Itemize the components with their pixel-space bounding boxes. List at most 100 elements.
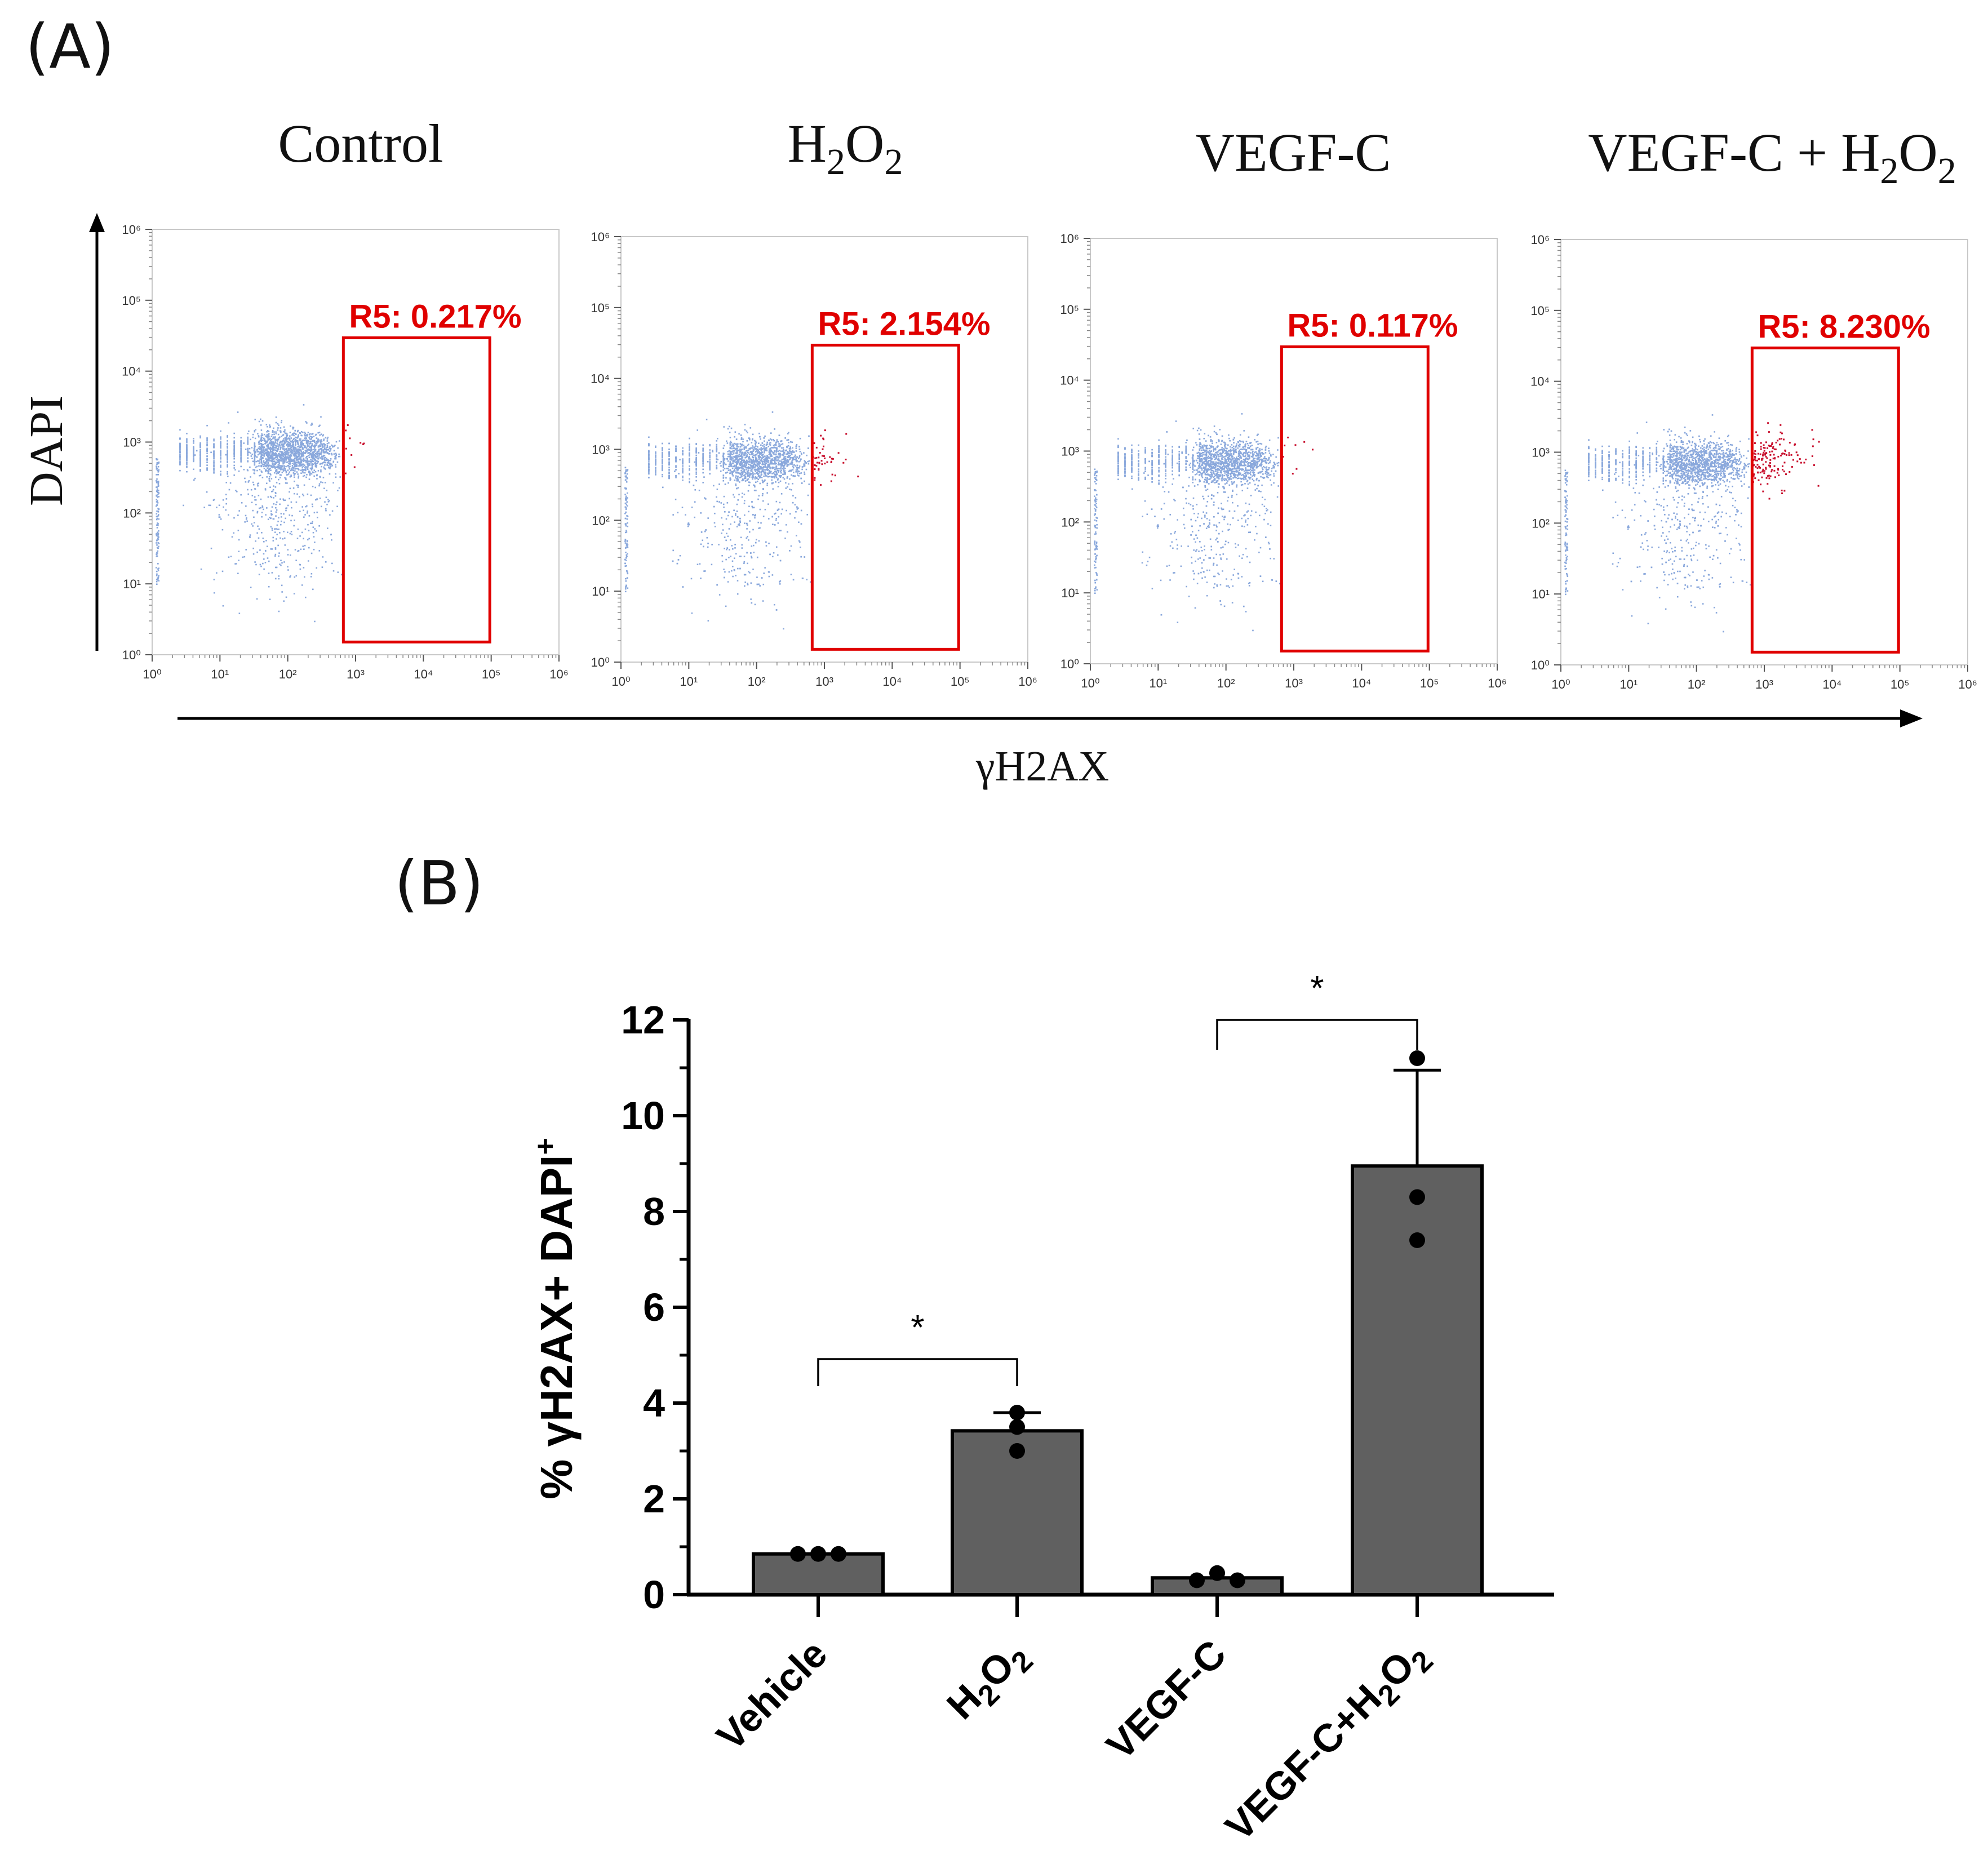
cell-dot (288, 456, 290, 458)
cell-dot (254, 449, 256, 451)
cell-dot (797, 458, 800, 460)
cell-dot (220, 471, 221, 473)
cell-dot (267, 557, 269, 559)
cell-dot (729, 432, 731, 433)
cell-dot (240, 461, 242, 463)
cell-dot (310, 438, 312, 441)
cell-dot (307, 460, 308, 463)
cell-dot (298, 475, 300, 477)
cell-dot (186, 471, 188, 473)
cell-dot (278, 460, 281, 462)
cell-dot (722, 467, 725, 468)
cell-dot (269, 467, 271, 469)
cell-dot (272, 460, 274, 463)
cell-dot (227, 440, 228, 442)
cell-dot (297, 528, 299, 530)
cell-dot (261, 506, 264, 508)
cell-dot (309, 462, 311, 464)
cell-dot (287, 453, 289, 455)
cell-dot (738, 454, 740, 456)
cell-dot (293, 438, 295, 440)
cell-dot (278, 529, 279, 530)
cell-dot (689, 449, 690, 451)
cell-dot (702, 468, 704, 471)
cell-dot (247, 449, 249, 451)
cell-dot (268, 434, 270, 436)
cell-dot (625, 477, 627, 479)
cell-dot (285, 472, 287, 474)
cell-dot (741, 547, 743, 549)
cell-dot (314, 445, 316, 447)
cell-dot (729, 549, 730, 551)
cell-dot (734, 543, 736, 545)
gated-cell-dot (349, 437, 351, 440)
cell-dot (206, 437, 208, 439)
cell-dot (260, 450, 263, 452)
title-vegfc-h2o2-h: H (1841, 122, 1880, 183)
cell-dot (790, 574, 792, 575)
cell-dot (725, 558, 727, 561)
cell-dot (763, 443, 765, 446)
cell-dot (312, 486, 314, 487)
cell-dot (264, 461, 266, 464)
cell-dot (771, 479, 773, 481)
cell-dot (655, 473, 656, 475)
cell-dot (275, 515, 277, 517)
cell-dot (267, 458, 269, 459)
cell-dot (774, 468, 776, 471)
cell-dot (307, 446, 308, 448)
cell-dot (750, 461, 752, 463)
cell-dot (281, 465, 283, 467)
cell-dot (749, 454, 751, 456)
cell-dot (269, 598, 271, 601)
cell-dot (806, 579, 808, 580)
cell-dot (157, 570, 159, 571)
x-tick-label: 10³ (347, 667, 365, 681)
cell-dot (295, 461, 296, 464)
cell-dot (788, 441, 789, 443)
cell-dot (320, 448, 322, 450)
gated-cell-dot (344, 472, 347, 474)
cell-dot (312, 458, 314, 460)
cell-dot (755, 443, 757, 446)
cell-dot (238, 470, 240, 472)
cell-dot (655, 471, 656, 473)
cell-dot (303, 469, 305, 471)
cell-dot (703, 545, 704, 548)
cell-dot (186, 442, 188, 444)
cell-dot (766, 482, 769, 485)
cell-dot (250, 455, 252, 457)
cell-dot (775, 447, 777, 449)
cell-dot (275, 421, 277, 424)
cell-dot (269, 458, 272, 459)
cell-dot (765, 472, 767, 474)
cell-dot (278, 465, 280, 467)
cell-dot (264, 449, 266, 450)
cell-dot (308, 471, 310, 473)
cell-dot (786, 446, 788, 449)
cell-dot (306, 505, 308, 507)
cell-dot (240, 460, 242, 462)
cell-dot (272, 540, 274, 542)
cell-dot (624, 540, 626, 542)
cell-dot (689, 465, 690, 467)
cell-dot (286, 433, 288, 435)
cell-dot (277, 460, 279, 462)
cell-dot (227, 458, 228, 460)
cell-dot (285, 453, 287, 455)
cell-dot (777, 456, 779, 458)
cell-dot (780, 469, 782, 471)
cell-dot (780, 461, 783, 463)
cell-dot (261, 505, 263, 507)
cell-dot (748, 485, 750, 486)
cell-dot (624, 586, 627, 588)
cell-dot (331, 444, 332, 446)
cell-dot (801, 468, 803, 471)
cell-dot (786, 463, 787, 464)
cell-dot (242, 556, 244, 558)
cell-dot (674, 471, 676, 472)
cell-dot (157, 483, 159, 485)
plot-title-vegfc-h2o2: VEGF-C + H2O2 (1588, 122, 1956, 192)
cell-dot (274, 437, 276, 439)
cell-dot (709, 467, 711, 469)
